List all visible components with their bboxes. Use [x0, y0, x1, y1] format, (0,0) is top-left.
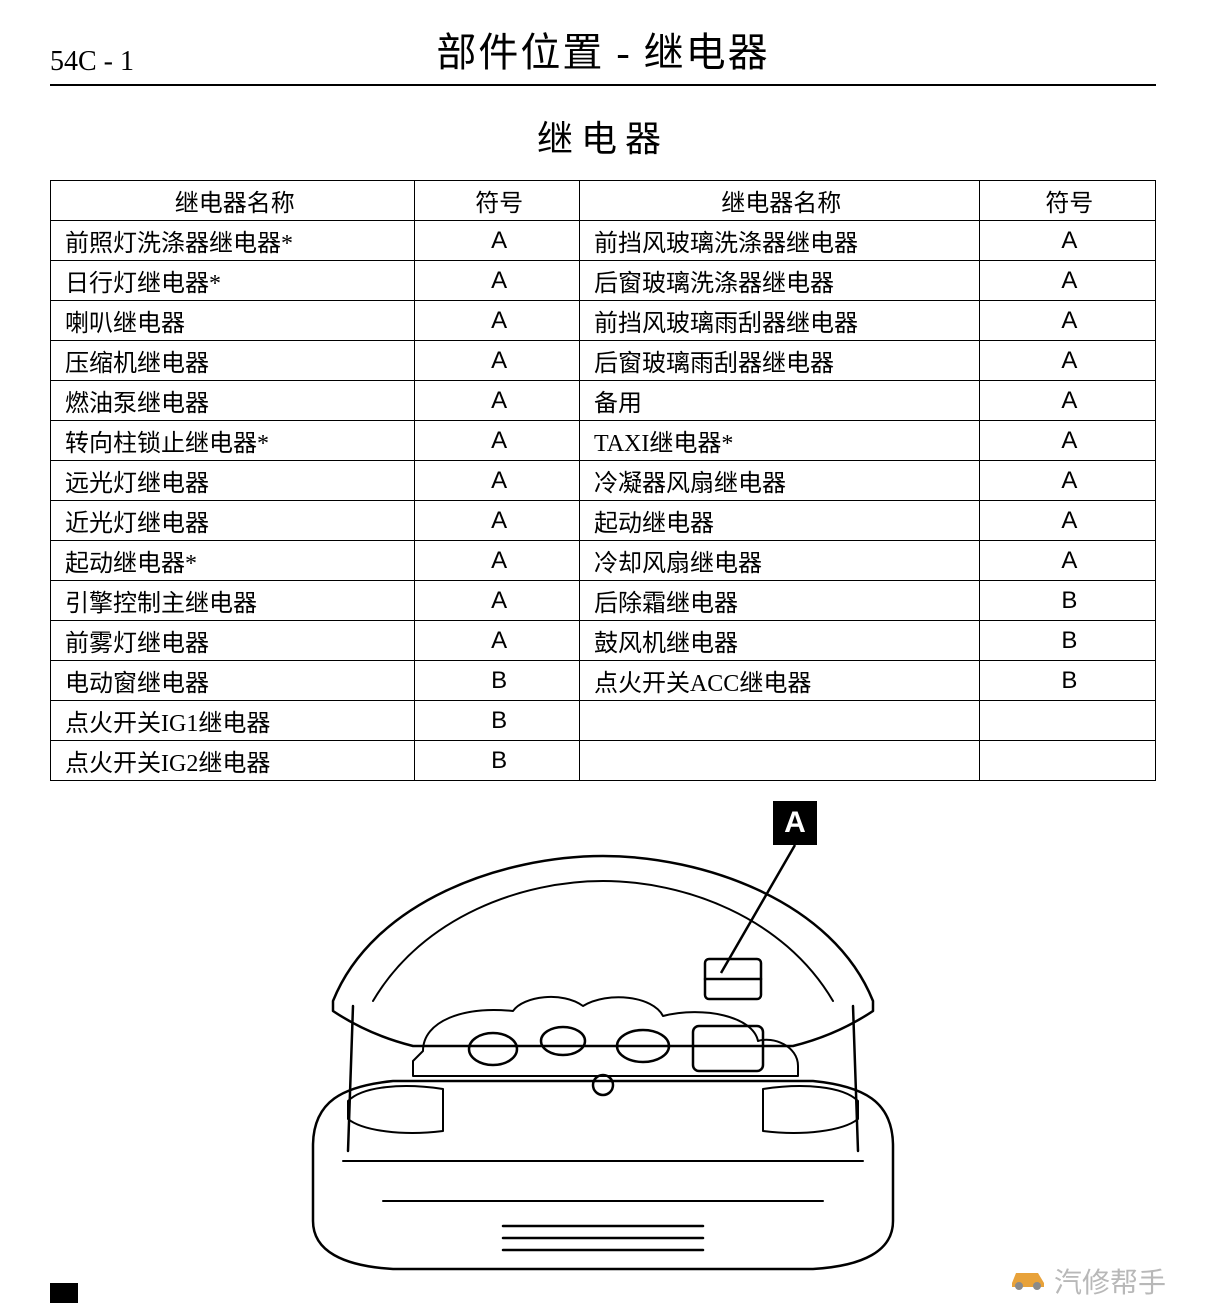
relay-name-right: 备用	[579, 381, 979, 421]
relay-name-right: 冷凝器风扇继电器	[579, 461, 979, 501]
relay-symbol-right: A	[979, 341, 1155, 381]
relay-name-right	[579, 701, 979, 741]
table-row: 转向柱锁止继电器*ATAXI继电器*A	[51, 421, 1156, 461]
relay-symbol-left: A	[415, 501, 580, 541]
table-row: 近光灯继电器A起动继电器A	[51, 501, 1156, 541]
diagram-container: A	[50, 801, 1156, 1281]
table-row: 电动窗继电器B点火开关ACC继电器B	[51, 661, 1156, 701]
relay-symbol-left: A	[415, 221, 580, 261]
relay-table: 继电器名称 符号 继电器名称 符号 前照灯洗涤器继电器*A前挡风玻璃洗涤器继电器…	[50, 180, 1156, 781]
callout-leader-line	[721, 845, 795, 973]
relay-symbol-left: A	[415, 581, 580, 621]
relay-symbol-right: A	[979, 541, 1155, 581]
table-row: 压缩机继电器A后窗玻璃雨刮器继电器A	[51, 341, 1156, 381]
relay-name-left: 压缩机继电器	[51, 341, 415, 381]
relay-name-left: 日行灯继电器*	[51, 261, 415, 301]
page-header: 54C - 1 部件位置 - 继电器	[50, 20, 1156, 86]
callout-box-a: A	[773, 801, 817, 845]
relay-name-right: 点火开关ACC继电器	[579, 661, 979, 701]
watermark-car-icon	[1008, 1265, 1048, 1298]
relay-name-right: 起动继电器	[579, 501, 979, 541]
col-header-sym-right: 符号	[979, 181, 1155, 221]
relay-name-right: TAXI继电器*	[579, 421, 979, 461]
relay-symbol-left: B	[415, 661, 580, 701]
relay-name-right	[579, 741, 979, 781]
table-row: 点火开关IG2继电器B	[51, 741, 1156, 781]
relay-symbol-right	[979, 741, 1155, 781]
relay-symbol-left: B	[415, 701, 580, 741]
relay-name-right: 冷却风扇继电器	[579, 541, 979, 581]
relay-name-right: 后除霜继电器	[579, 581, 979, 621]
watermark: 汽修帮手	[1008, 1261, 1166, 1301]
table-row: 喇叭继电器A前挡风玻璃雨刮器继电器A	[51, 301, 1156, 341]
relay-name-left: 转向柱锁止继电器*	[51, 421, 415, 461]
relay-name-left: 引擎控制主继电器	[51, 581, 415, 621]
relay-symbol-left: A	[415, 341, 580, 381]
col-header-name-left: 继电器名称	[51, 181, 415, 221]
footer-black-box	[50, 1283, 78, 1303]
relay-symbol-right: A	[979, 421, 1155, 461]
relay-symbol-right: A	[979, 261, 1155, 301]
table-row: 前雾灯继电器A鼓风机继电器B	[51, 621, 1156, 661]
table-row: 燃油泵继电器A备用A	[51, 381, 1156, 421]
relay-name-left: 电动窗继电器	[51, 661, 415, 701]
relay-name-right: 鼓风机继电器	[579, 621, 979, 661]
relay-symbol-right: B	[979, 661, 1155, 701]
relay-name-left: 点火开关IG1继电器	[51, 701, 415, 741]
table-header-row: 继电器名称 符号 继电器名称 符号	[51, 181, 1156, 221]
table-row: 日行灯继电器*A后窗玻璃洗涤器继电器A	[51, 261, 1156, 301]
relay-symbol-left: A	[415, 261, 580, 301]
document-page: 54C - 1 部件位置 - 继电器 继电器 继电器名称 符号 继电器名称 符号…	[0, 0, 1206, 1311]
relay-symbol-right: B	[979, 581, 1155, 621]
relay-symbol-right: A	[979, 301, 1155, 341]
relay-symbol-right: A	[979, 501, 1155, 541]
relay-name-right: 前挡风玻璃洗涤器继电器	[579, 221, 979, 261]
engine-bay-svg	[253, 801, 953, 1281]
table-row: 前照灯洗涤器继电器*A前挡风玻璃洗涤器继电器A	[51, 221, 1156, 261]
relay-symbol-right: A	[979, 221, 1155, 261]
watermark-text: 汽修帮手	[1054, 1261, 1166, 1301]
table-row: 起动继电器*A冷却风扇继电器A	[51, 541, 1156, 581]
relay-name-right: 后窗玻璃雨刮器继电器	[579, 341, 979, 381]
relay-symbol-right	[979, 701, 1155, 741]
relay-symbol-left: A	[415, 541, 580, 581]
relay-name-left: 点火开关IG2继电器	[51, 741, 415, 781]
table-row: 远光灯继电器A冷凝器风扇继电器A	[51, 461, 1156, 501]
relay-name-right: 后窗玻璃洗涤器继电器	[579, 261, 979, 301]
relay-name-left: 燃油泵继电器	[51, 381, 415, 421]
table-row: 点火开关IG1继电器B	[51, 701, 1156, 741]
col-header-name-right: 继电器名称	[579, 181, 979, 221]
relay-name-left: 前雾灯继电器	[51, 621, 415, 661]
relay-name-left: 前照灯洗涤器继电器*	[51, 221, 415, 261]
relay-symbol-left: A	[415, 461, 580, 501]
relay-symbol-right: A	[979, 381, 1155, 421]
relay-symbol-left: A	[415, 301, 580, 341]
relay-symbol-left: A	[415, 381, 580, 421]
relay-symbol-right: A	[979, 461, 1155, 501]
table-row: 引擎控制主继电器A后除霜继电器B	[51, 581, 1156, 621]
relay-name-left: 远光灯继电器	[51, 461, 415, 501]
relay-symbol-left: A	[415, 421, 580, 461]
relay-name-left: 起动继电器*	[51, 541, 415, 581]
relay-name-left: 近光灯继电器	[51, 501, 415, 541]
engine-bay-diagram: A	[253, 801, 953, 1281]
col-header-sym-left: 符号	[415, 181, 580, 221]
relay-symbol-left: A	[415, 621, 580, 661]
page-title: 部件位置 - 继电器	[50, 20, 1156, 78]
relay-name-left: 喇叭继电器	[51, 301, 415, 341]
relay-name-right: 前挡风玻璃雨刮器继电器	[579, 301, 979, 341]
relay-symbol-left: B	[415, 741, 580, 781]
relay-symbol-right: B	[979, 621, 1155, 661]
section-title: 继电器	[50, 110, 1156, 162]
